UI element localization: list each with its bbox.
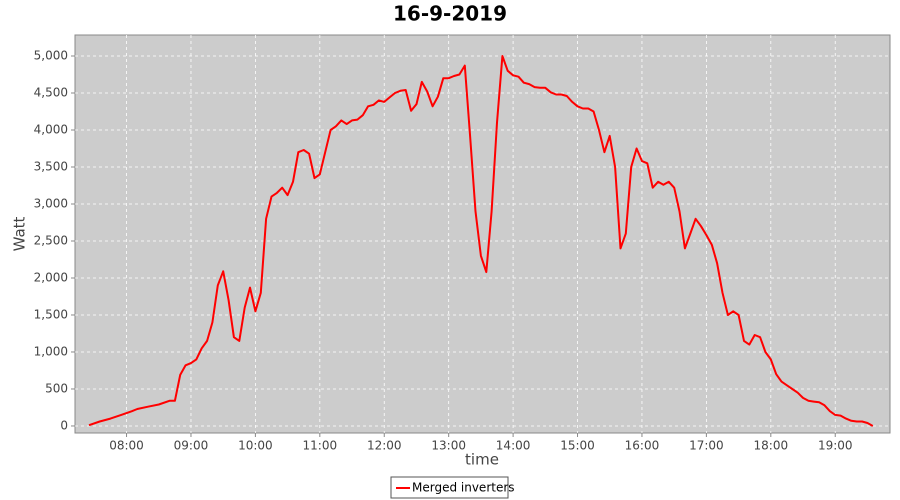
y-tick-label: 2,000 <box>34 270 68 284</box>
x-tick-label: 14:00 <box>496 439 531 453</box>
x-tick-label: 13:00 <box>431 439 466 453</box>
x-axis-label: time <box>465 451 499 469</box>
y-tick-label: 3,500 <box>34 160 68 174</box>
chart-title: 16-9-2019 <box>393 2 507 26</box>
x-tick-label: 11:00 <box>303 439 338 453</box>
x-tick-label: 10:00 <box>238 439 273 453</box>
y-tick-label: 2,500 <box>34 233 68 247</box>
y-tick-label: 3,000 <box>34 196 68 210</box>
y-tick-label: 5,000 <box>34 49 68 63</box>
legend-label: Merged inverters <box>412 481 515 495</box>
x-tick-label: 18:00 <box>754 439 789 453</box>
x-tick-label: 09:00 <box>174 439 209 453</box>
y-tick-label: 4,500 <box>34 86 68 100</box>
x-tick-label: 08:00 <box>109 439 144 453</box>
y-tick-label: 4,000 <box>34 123 68 137</box>
plot-area <box>74 34 891 434</box>
x-tick-label: 15:00 <box>560 439 595 453</box>
data-line <box>88 55 874 427</box>
y-tick-label: 1,000 <box>34 344 68 358</box>
y-tick-label: 1,500 <box>34 307 68 321</box>
x-tick-label: 17:00 <box>689 439 724 453</box>
y-axis-label: Watt <box>11 216 29 251</box>
x-tick-label: 19:00 <box>818 439 853 453</box>
legend: Merged inverters <box>390 476 515 499</box>
y-tick-label: 0 <box>60 418 68 432</box>
legend-box <box>390 476 509 499</box>
x-tick-label: 16:00 <box>625 439 660 453</box>
y-tick-label: 500 <box>45 381 68 395</box>
x-tick-label: 12:00 <box>367 439 402 453</box>
